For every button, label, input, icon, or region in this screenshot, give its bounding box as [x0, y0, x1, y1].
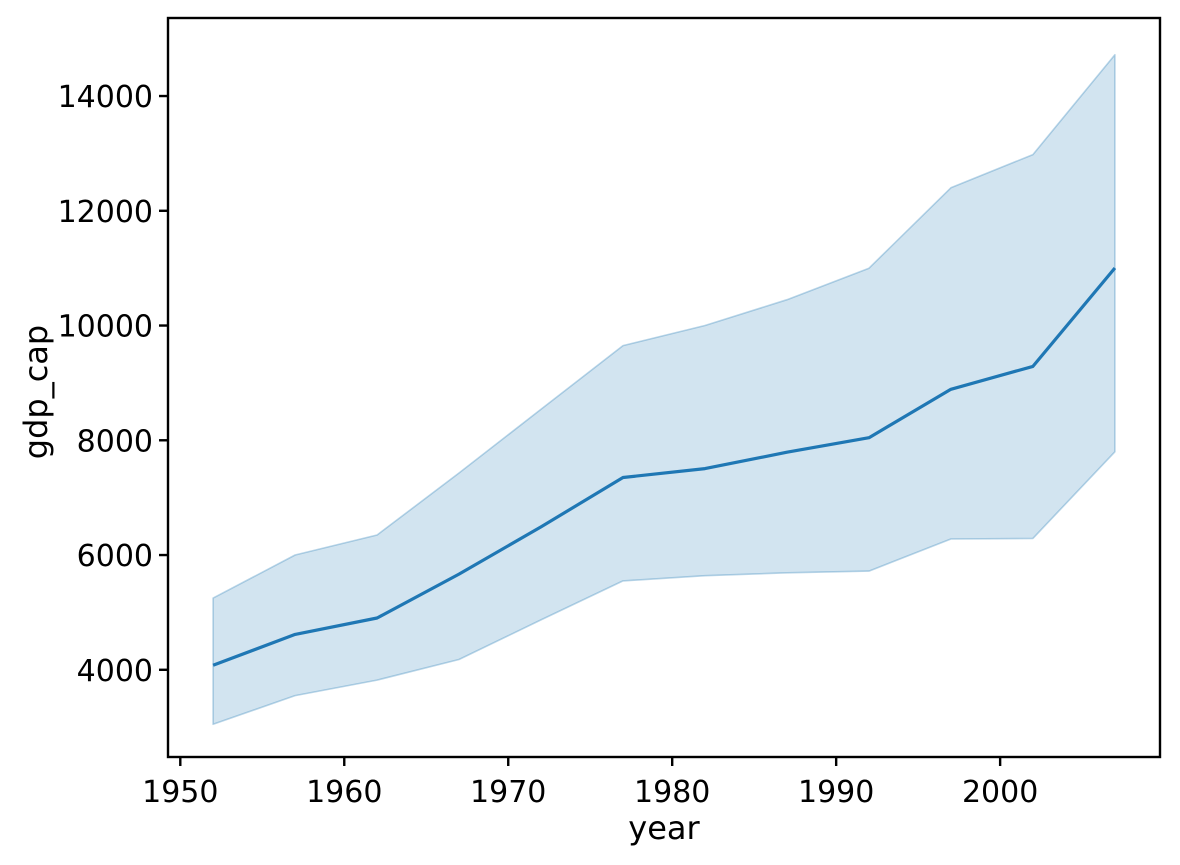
y-tick-label: 4000 [77, 654, 153, 689]
x-tick-label: 1960 [306, 775, 382, 810]
y-tick-label: 6000 [77, 539, 153, 574]
y-tick-label: 12000 [58, 195, 153, 230]
x-tick-label: 2000 [962, 775, 1038, 810]
y-tick-label: 10000 [58, 310, 153, 345]
x-tick-label: 1970 [470, 775, 546, 810]
plot-border [166, 16, 1162, 759]
y-axis-label: gdp_cap [17, 324, 55, 460]
x-tick-label: 1950 [142, 775, 218, 810]
x-tick-label: 1980 [634, 775, 710, 810]
y-tick-label: 8000 [77, 424, 153, 459]
confidence-band [212, 53, 1116, 726]
x-tick-label: 1990 [798, 775, 874, 810]
y-tick-label: 14000 [58, 80, 153, 115]
x-axis-label: year [628, 809, 700, 847]
mean-line [212, 266, 1117, 667]
